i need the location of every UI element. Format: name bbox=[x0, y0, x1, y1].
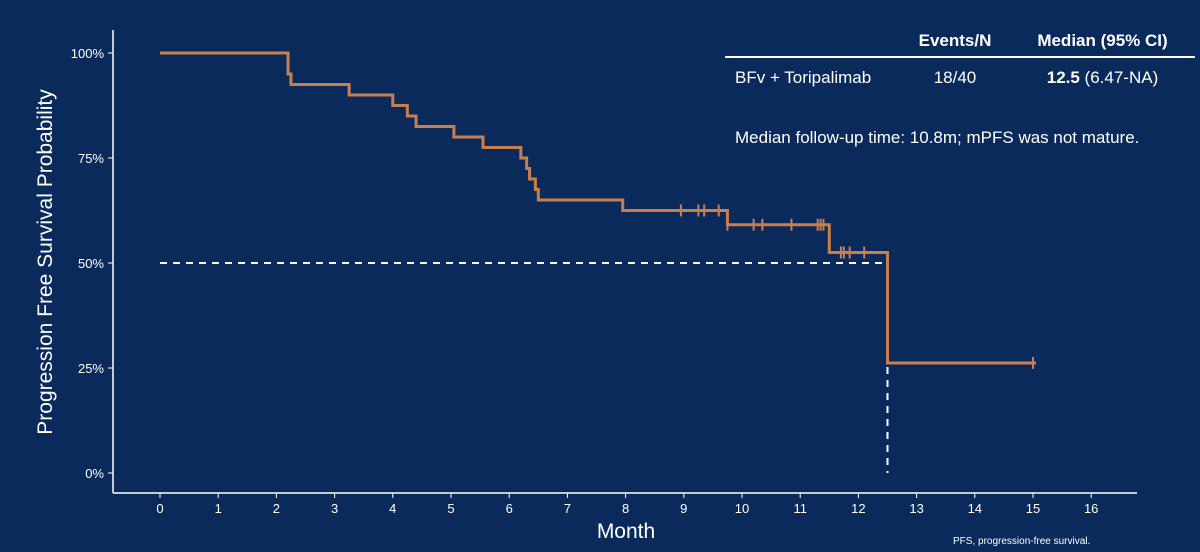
x-tick-label: 13 bbox=[909, 501, 923, 516]
x-tick-label: 11 bbox=[793, 501, 807, 516]
x-tick-label: 1 bbox=[215, 501, 222, 516]
y-tick-label: 100% bbox=[71, 46, 105, 61]
km-step-line bbox=[160, 51, 1036, 365]
y-tick-label: 0% bbox=[85, 466, 104, 481]
legend-series-name: BFv + Toripalimab bbox=[735, 68, 872, 87]
followup-note: Median follow-up time: 10.8m; mPFS was n… bbox=[735, 128, 1140, 147]
legend-header-events: Events/N bbox=[918, 31, 992, 50]
legend-row: BFv + Toripalimab 18/40 12.5 (6.47-NA) bbox=[725, 58, 1195, 98]
x-tick-label: 2 bbox=[273, 501, 280, 516]
legend-median-value: 12.5 bbox=[1046, 68, 1080, 87]
legend-table: Events/N Median (95% CI) BFv + Toripalim… bbox=[725, 26, 1195, 98]
x-tick-label: 16 bbox=[1084, 501, 1098, 516]
axes: 0 1 2 3 4 5 6 7 8 9 10 11 12 13 14 15 160%25%50%75%100% bbox=[71, 30, 1137, 516]
x-tick-label: 14 bbox=[968, 501, 982, 516]
km-curve bbox=[160, 51, 1036, 365]
legend-events-value: 18/40 bbox=[933, 68, 977, 87]
x-tick-label: 6 bbox=[506, 501, 513, 516]
legend-header: Events/N Median (95% CI) bbox=[725, 26, 1195, 58]
legend-header-median: Median (95% CI) bbox=[1037, 31, 1168, 50]
y-axis-title: Progression Free Survival Probability bbox=[34, 89, 57, 435]
x-axis-title: Month bbox=[597, 520, 655, 543]
censor-marks bbox=[679, 204, 1034, 369]
x-tick-label: 4 bbox=[389, 501, 396, 516]
median-reference-lines bbox=[160, 262, 889, 473]
footnote: PFS, progression-free survival. bbox=[953, 536, 1091, 547]
x-tick-label: 5 bbox=[447, 501, 454, 516]
x-tick-label: 10 bbox=[735, 501, 749, 516]
x-tick-label: 9 bbox=[680, 501, 687, 516]
x-tick-label: 15 bbox=[1026, 501, 1040, 516]
x-tick-label: 7 bbox=[564, 501, 571, 516]
x-tick-label: 3 bbox=[331, 501, 338, 516]
x-tick-label: 0 bbox=[156, 501, 163, 516]
y-tick-label: 25% bbox=[78, 361, 104, 376]
y-tick-label: 75% bbox=[78, 151, 104, 166]
y-tick-label: 50% bbox=[78, 256, 104, 271]
legend-median-cell: 12.5 (6.47-NA) bbox=[1010, 68, 1195, 88]
legend-median-ci: (6.47-NA) bbox=[1079, 68, 1159, 87]
x-tick-label: 12 bbox=[851, 501, 865, 516]
x-tick-label: 8 bbox=[622, 501, 629, 516]
